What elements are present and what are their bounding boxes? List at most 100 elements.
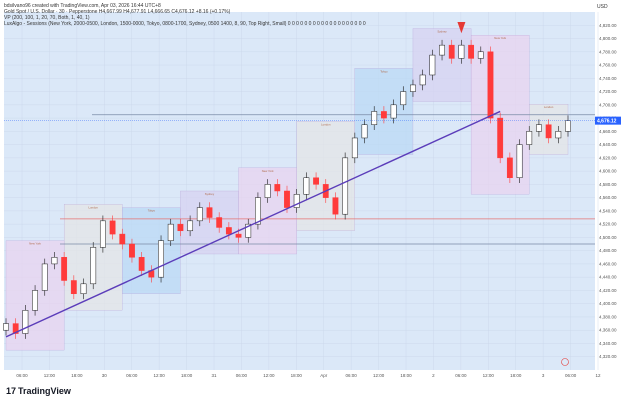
candle (129, 238, 135, 263)
chart-canvas[interactable]: New York London Tokyo Sydney New York London T… (0, 0, 625, 382)
price-tick-label: 4,480.00 (599, 248, 617, 253)
candle-body (274, 184, 281, 192)
candle-body (419, 74, 426, 86)
candle (303, 172, 310, 200)
session-box-label: Tokyo (380, 69, 388, 73)
trendline-group[interactable] (5, 110, 501, 338)
candle-body (390, 104, 397, 119)
candle (167, 218, 174, 247)
time-tick-label: 18:00 (291, 373, 303, 378)
replay-icon (561, 358, 569, 366)
candle-body (332, 197, 339, 215)
price-tick-label: 4,660.00 (599, 129, 617, 134)
candle (371, 106, 378, 131)
price-tick-label: 4,720.00 (599, 89, 617, 94)
vp-indicator-line[interactable]: VP (200, 100, 1, 20, 70, Both, 1, 40, 1) (4, 15, 90, 21)
session-box-label: London (321, 122, 331, 126)
candle-body (138, 257, 145, 271)
candle-body (429, 54, 436, 76)
candle (332, 192, 339, 220)
session-box-label: Tokyo (148, 209, 156, 213)
candle-body (187, 220, 194, 232)
time-axis[interactable]: 06:00 12:00 18:00 30 06:00 12:00 18:00 31 06:00 1… (16, 373, 601, 378)
candle (506, 152, 513, 184)
candle-body (158, 240, 164, 278)
candle-body (32, 290, 38, 311)
candle (545, 119, 552, 144)
candle (3, 318, 9, 336)
trendline (5, 110, 501, 338)
price-tick-label: 4,620.00 (599, 155, 617, 160)
tradingview-logo[interactable]: 17 TradingView (6, 386, 71, 396)
candle-body (70, 280, 77, 295)
candle (361, 119, 368, 144)
candle (264, 179, 271, 203)
tradingview-name: TradingView (18, 386, 71, 396)
time-tick-label: 06:00 (126, 373, 138, 378)
candle (255, 192, 261, 230)
candle-body (196, 207, 203, 222)
candle (380, 106, 387, 124)
time-tick-label: 06:00 (565, 373, 577, 378)
candle-body (90, 247, 97, 285)
price-tick-label: 4,740.00 (599, 76, 617, 81)
candle (439, 39, 445, 61)
candle-body (3, 323, 9, 331)
time-tick-label: 06:00 (236, 373, 248, 378)
price-tick-label: 4,420.00 (599, 288, 617, 293)
session-box-label: London (544, 105, 554, 109)
candle (80, 278, 87, 300)
candle-body (129, 243, 135, 258)
price-tick-label: 4,820.00 (599, 23, 617, 28)
price-tick-label: 4,640.00 (599, 142, 617, 147)
price-axis[interactable]: 4,320.00 4,340.00 4,360.00 4,380.00 4,400.00… (597, 4, 617, 359)
symbol-line[interactable]: Gold Spot / U.S. Dollar · 30 · Peppersto… (4, 9, 231, 15)
candle (555, 126, 562, 144)
candle (313, 172, 319, 190)
currency-label: USD (597, 4, 608, 10)
time-tick-label: 2 (432, 373, 435, 378)
candle (177, 218, 184, 237)
time-tick-label: 18:00 (400, 373, 412, 378)
candle (458, 39, 465, 64)
candle (342, 152, 349, 220)
candle-body (536, 124, 542, 132)
candle-body (545, 124, 552, 139)
price-tick-label: 4,560.00 (599, 195, 617, 200)
session-box-label: New York (262, 169, 274, 173)
candle-body (497, 117, 504, 159)
last-price-label: 4,676.12 (597, 118, 617, 124)
chart-header: bdsilvano96 created with TradingView.com… (4, 3, 366, 27)
time-tick-label: 06:00 (346, 373, 358, 378)
candle-body (410, 84, 416, 92)
time-tick-label: 30 (102, 373, 108, 378)
time-tick-label: 12:00 (154, 373, 166, 378)
session-box-label: Sydney (205, 192, 215, 196)
candle (419, 69, 426, 91)
price-tick-label: 4,400.00 (599, 301, 617, 306)
price-tick-label: 4,520.00 (599, 222, 617, 227)
candle (526, 126, 533, 150)
price-tick-label: 4,440.00 (599, 275, 617, 280)
candle-body (439, 44, 445, 56)
candle-body (245, 223, 252, 238)
candle-body (400, 91, 407, 106)
candles (3, 39, 571, 339)
tradingview-mark-icon: 17 (6, 386, 17, 396)
footer: 17 TradingView (0, 382, 625, 402)
price-tick-label: 4,340.00 (599, 341, 617, 346)
candle (536, 119, 542, 137)
candle-body (99, 220, 106, 248)
candle-body (448, 44, 455, 59)
sessions-indicator-line[interactable]: LuxAlgo - Sessions (New York, 2000-0500,… (4, 21, 366, 27)
candle (51, 251, 58, 270)
last-price-tag (595, 116, 621, 125)
candle (448, 39, 455, 64)
candle (70, 275, 77, 300)
candle-body (293, 194, 300, 208)
candle-body (351, 137, 358, 159)
candle-body (526, 131, 533, 145)
session-box-label: London (89, 205, 99, 209)
candle (274, 179, 281, 197)
candle (61, 251, 68, 286)
